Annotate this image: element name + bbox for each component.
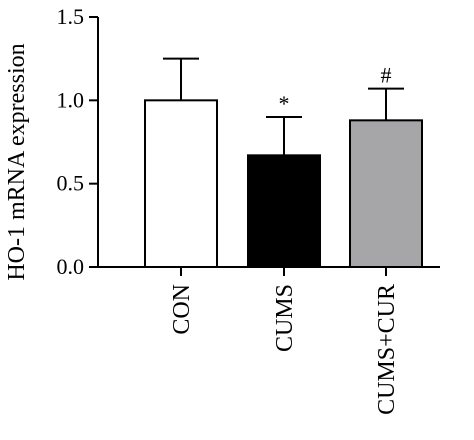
chart-x-categories: CON CUMS CUMS+CUR (169, 267, 400, 415)
significance-mark: # (381, 63, 392, 88)
bar-cums (247, 154, 321, 268)
y-tick-label: 0.5 (57, 171, 85, 196)
bar-cums-cur (349, 119, 423, 269)
x-category-label: CUMS (272, 284, 298, 352)
bar-con (144, 99, 218, 269)
chart-bars (144, 99, 423, 269)
y-axis-label: HO-1 mRNA expression (4, 43, 30, 280)
chart-y-ticks: 0.0 0.5 1.0 1.5 (57, 4, 98, 279)
x-category-label: CON (169, 284, 195, 335)
x-category-label: CUMS+CUR (374, 284, 400, 415)
chart-significance-marks: *# (279, 63, 392, 116)
chart-error-bars (163, 57, 404, 156)
y-tick-label: 1.5 (57, 4, 85, 29)
significance-mark: * (279, 91, 290, 116)
y-tick-label: 0.0 (57, 254, 85, 279)
y-tick-label: 1.0 (57, 87, 85, 112)
